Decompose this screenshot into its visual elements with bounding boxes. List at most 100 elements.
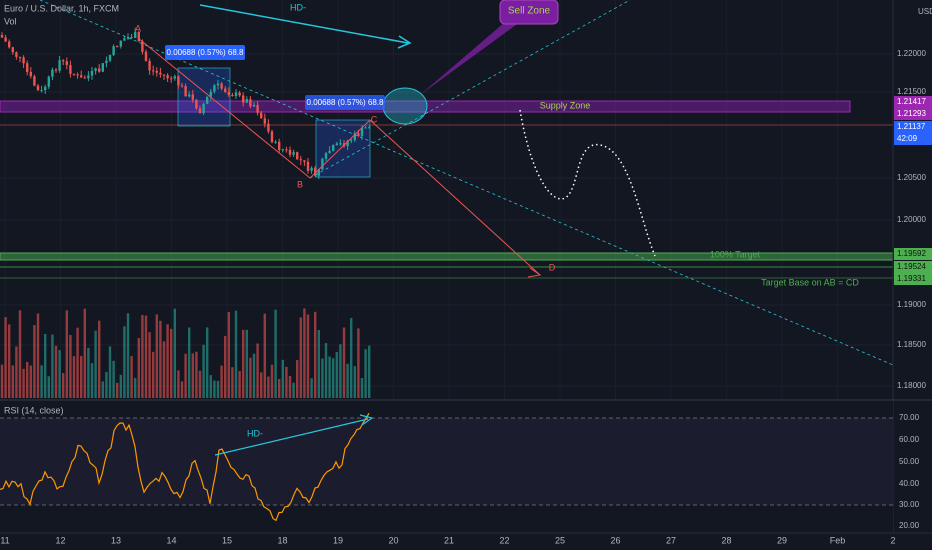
volume-bar [188,327,191,398]
candle-body [238,92,241,96]
trend-line [309,0,631,179]
candle-body [170,78,173,80]
candle-body [270,131,274,143]
callout-pointer [420,22,520,95]
candle-body [105,60,108,64]
price-label: 1.22000 [897,49,926,58]
target-base-label: Target Base on AB = CD [761,277,859,287]
date-label: 18 [277,535,287,545]
volume-bar [87,347,90,398]
volume-bar [148,332,151,398]
price-tag-label: 42:09 [897,134,918,143]
sell-zone-label: Sell Zone [508,6,551,17]
volume-bar [26,361,29,398]
price-tag-label: 1.19331 [897,274,926,283]
volume-bar [296,360,299,398]
volume-bar [11,365,14,398]
rsi-label: 60.00 [899,435,920,444]
volume-bar [51,334,54,398]
volume-bar [342,327,346,398]
volume-bar [314,311,317,398]
candle-body [148,60,151,71]
volume-bar [62,373,65,398]
date-label: 2 [890,535,895,545]
candle-body [155,70,158,73]
candle-body [44,86,47,91]
rsi-axis: 70.00 60.00 50.00 40.00 30.00 20.00 [899,413,920,530]
volume-bar [317,329,320,398]
volume-bar [0,364,4,398]
candle-body [177,76,180,86]
volume-bar [123,326,126,398]
date-label: 29 [777,535,787,545]
candle-body [306,161,310,171]
rsi-pane [0,400,893,533]
candle-body [51,69,54,77]
volume-bar [213,380,216,398]
date-label: Feb [830,535,846,545]
candle-body [166,75,169,79]
measure-label: 0.00688 (0.57%) 68.8 [167,48,244,57]
candle-body [184,86,187,97]
arrow-head [527,267,542,278]
volume-bar [184,353,187,398]
volume-bar [252,353,256,398]
volume-bar [112,360,115,398]
volume-bar [353,366,356,398]
volume-bar [231,367,234,398]
date-label: 21 [444,535,454,545]
candle-body [234,92,238,97]
candle-body [54,69,58,71]
volume-bar [22,368,25,398]
volume-bar [285,366,288,398]
volume-bar [94,330,97,398]
rsi-band [0,418,893,505]
volume-bar [360,377,364,398]
volume-bar [105,372,108,398]
candle-body [29,71,32,77]
candle-body [346,140,349,147]
candle-body [18,56,22,58]
volume-bar [76,327,79,398]
volume-bar [242,329,245,398]
volume-bar [29,365,32,398]
projection-path [519,109,656,257]
candle-body [65,61,68,65]
date-label: 14 [166,535,176,545]
date-label: 22 [499,535,509,545]
candle-body [350,140,353,142]
volume-bar [130,356,133,398]
candle-body [267,123,270,132]
candle-body [310,167,313,171]
date-label: 28 [721,535,731,545]
candle-body [180,85,184,87]
price-tag [894,248,932,260]
candle-body [360,127,364,136]
volume-bar [36,313,40,398]
volume-bar [195,351,198,398]
candle-body [126,36,130,39]
candle-body [144,51,148,61]
point-label: A [135,23,141,33]
measure-label: 0.00688 (0.57%) 68.8 [307,98,384,107]
candle-body [314,167,317,176]
volume-bar [299,317,302,398]
volume-bar [144,315,148,398]
volume-bar [260,372,263,398]
candle-body [15,52,18,57]
candle-body [159,72,162,75]
candle-body [213,85,216,92]
candle-body [263,118,266,124]
volume-bar [281,359,284,398]
candle-body [328,150,331,154]
volume-bar [152,351,155,398]
candle-body [227,91,230,95]
candle-body [321,158,324,170]
volume-bar [335,352,338,398]
trend-line [39,0,894,366]
volume-bar [108,346,112,398]
rsi-divergence-arrow [214,418,369,456]
divergence-label: HD- [290,2,306,12]
rsi-label: 40.00 [899,479,920,488]
